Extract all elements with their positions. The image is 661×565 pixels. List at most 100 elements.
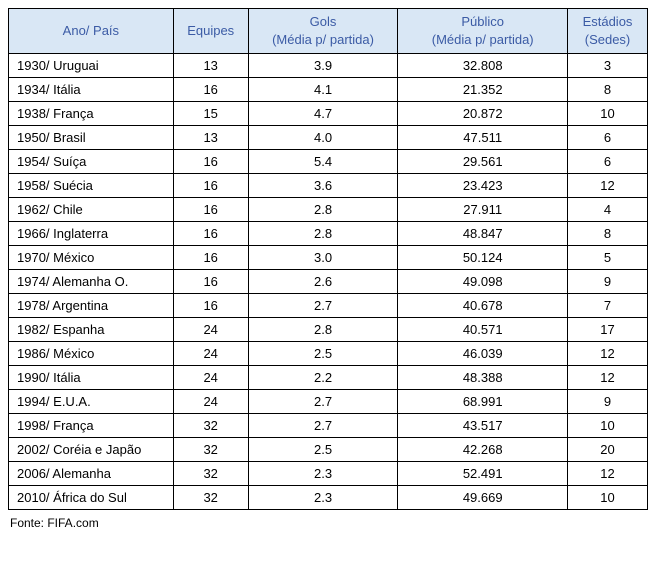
cell-estadios: 12 bbox=[568, 174, 648, 198]
table-row: 1970/ México163.050.1245 bbox=[9, 246, 648, 270]
cell-ano_pais: 1982/ Espanha bbox=[9, 318, 174, 342]
cell-publico: 49.669 bbox=[398, 486, 568, 510]
cell-estadios: 10 bbox=[568, 102, 648, 126]
header-publico: Público (Média p/ partida) bbox=[398, 9, 568, 54]
table-row: 1998/ França322.743.51710 bbox=[9, 414, 648, 438]
cell-ano_pais: 1930/ Uruguai bbox=[9, 54, 174, 78]
cell-ano_pais: 1994/ E.U.A. bbox=[9, 390, 174, 414]
table-row: 1974/ Alemanha O.162.649.0989 bbox=[9, 270, 648, 294]
cell-equipes: 32 bbox=[173, 438, 248, 462]
cell-publico: 32.808 bbox=[398, 54, 568, 78]
cell-estadios: 12 bbox=[568, 366, 648, 390]
cell-estadios: 17 bbox=[568, 318, 648, 342]
table-row: 1966/ Inglaterra162.848.8478 bbox=[9, 222, 648, 246]
table-row: 1958/ Suécia163.623.42312 bbox=[9, 174, 648, 198]
header-estadios: Estádios (Sedes) bbox=[568, 9, 648, 54]
cell-ano_pais: 1954/ Suíça bbox=[9, 150, 174, 174]
cell-estadios: 3 bbox=[568, 54, 648, 78]
cell-equipes: 13 bbox=[173, 126, 248, 150]
cell-publico: 27.911 bbox=[398, 198, 568, 222]
cell-equipes: 24 bbox=[173, 390, 248, 414]
cell-equipes: 24 bbox=[173, 318, 248, 342]
cell-gols: 2.8 bbox=[248, 318, 398, 342]
cell-equipes: 16 bbox=[173, 150, 248, 174]
cell-gols: 2.6 bbox=[248, 270, 398, 294]
table-row: 1986/ México242.546.03912 bbox=[9, 342, 648, 366]
cell-gols: 2.3 bbox=[248, 486, 398, 510]
cell-ano_pais: 1962/ Chile bbox=[9, 198, 174, 222]
table-row: 1962/ Chile162.827.9114 bbox=[9, 198, 648, 222]
cell-ano_pais: 1950/ Brasil bbox=[9, 126, 174, 150]
cell-ano_pais: 1978/ Argentina bbox=[9, 294, 174, 318]
cell-equipes: 16 bbox=[173, 174, 248, 198]
cell-publico: 43.517 bbox=[398, 414, 568, 438]
source-text: Fonte: FIFA.com bbox=[8, 516, 653, 530]
header-label: Equipes bbox=[187, 23, 234, 38]
cell-equipes: 32 bbox=[173, 414, 248, 438]
cell-ano_pais: 1966/ Inglaterra bbox=[9, 222, 174, 246]
header-label: Público bbox=[461, 14, 504, 29]
header-sublabel: (Sedes) bbox=[585, 32, 631, 47]
header-sublabel: (Média p/ partida) bbox=[272, 32, 374, 47]
table-row: 1954/ Suíça165.429.5616 bbox=[9, 150, 648, 174]
cell-gols: 2.5 bbox=[248, 342, 398, 366]
cell-ano_pais: 1974/ Alemanha O. bbox=[9, 270, 174, 294]
header-label: Gols bbox=[310, 14, 337, 29]
cell-equipes: 16 bbox=[173, 246, 248, 270]
cell-publico: 47.511 bbox=[398, 126, 568, 150]
table-row: 1978/ Argentina162.740.6787 bbox=[9, 294, 648, 318]
cell-publico: 68.991 bbox=[398, 390, 568, 414]
header-label: Ano/ País bbox=[63, 23, 119, 38]
cell-estadios: 12 bbox=[568, 462, 648, 486]
cell-publico: 23.423 bbox=[398, 174, 568, 198]
cell-publico: 40.571 bbox=[398, 318, 568, 342]
cell-equipes: 15 bbox=[173, 102, 248, 126]
cell-equipes: 16 bbox=[173, 222, 248, 246]
cell-publico: 49.098 bbox=[398, 270, 568, 294]
cell-ano_pais: 1938/ França bbox=[9, 102, 174, 126]
cell-gols: 3.6 bbox=[248, 174, 398, 198]
table-row: 1938/ França154.720.87210 bbox=[9, 102, 648, 126]
cell-estadios: 8 bbox=[568, 78, 648, 102]
cell-gols: 2.8 bbox=[248, 222, 398, 246]
table-row: 1950/ Brasil134.047.5116 bbox=[9, 126, 648, 150]
cell-estadios: 9 bbox=[568, 270, 648, 294]
cell-publico: 21.352 bbox=[398, 78, 568, 102]
cell-gols: 2.8 bbox=[248, 198, 398, 222]
cell-ano_pais: 1990/ Itália bbox=[9, 366, 174, 390]
cell-gols: 5.4 bbox=[248, 150, 398, 174]
cell-publico: 48.388 bbox=[398, 366, 568, 390]
header-equipes: Equipes bbox=[173, 9, 248, 54]
cell-equipes: 16 bbox=[173, 294, 248, 318]
cell-ano_pais: 2002/ Coréia e Japão bbox=[9, 438, 174, 462]
cell-publico: 20.872 bbox=[398, 102, 568, 126]
cell-equipes: 16 bbox=[173, 78, 248, 102]
cell-equipes: 24 bbox=[173, 366, 248, 390]
table-row: 1990/ Itália242.248.38812 bbox=[9, 366, 648, 390]
table-row: 2006/ Alemanha322.352.49112 bbox=[9, 462, 648, 486]
cell-ano_pais: 1986/ México bbox=[9, 342, 174, 366]
table-row: 1934/ Itália164.121.3528 bbox=[9, 78, 648, 102]
cell-estadios: 10 bbox=[568, 486, 648, 510]
cell-estadios: 7 bbox=[568, 294, 648, 318]
table-row: 2010/ África do Sul322.349.66910 bbox=[9, 486, 648, 510]
cell-equipes: 32 bbox=[173, 462, 248, 486]
cell-ano_pais: 1958/ Suécia bbox=[9, 174, 174, 198]
table-body: 1930/ Uruguai133.932.80831934/ Itália164… bbox=[9, 54, 648, 510]
cell-equipes: 16 bbox=[173, 270, 248, 294]
cell-publico: 40.678 bbox=[398, 294, 568, 318]
header-gols: Gols (Média p/ partida) bbox=[248, 9, 398, 54]
table-row: 1930/ Uruguai133.932.8083 bbox=[9, 54, 648, 78]
cell-gols: 2.5 bbox=[248, 438, 398, 462]
cell-gols: 2.3 bbox=[248, 462, 398, 486]
header-sublabel: (Média p/ partida) bbox=[432, 32, 534, 47]
cell-ano_pais: 1934/ Itália bbox=[9, 78, 174, 102]
cell-ano_pais: 2010/ África do Sul bbox=[9, 486, 174, 510]
cell-publico: 29.561 bbox=[398, 150, 568, 174]
cell-equipes: 32 bbox=[173, 486, 248, 510]
header-ano-pais: Ano/ País bbox=[9, 9, 174, 54]
cell-publico: 42.268 bbox=[398, 438, 568, 462]
cell-ano_pais: 1998/ França bbox=[9, 414, 174, 438]
header-label: Estádios bbox=[583, 14, 633, 29]
cell-gols: 4.0 bbox=[248, 126, 398, 150]
